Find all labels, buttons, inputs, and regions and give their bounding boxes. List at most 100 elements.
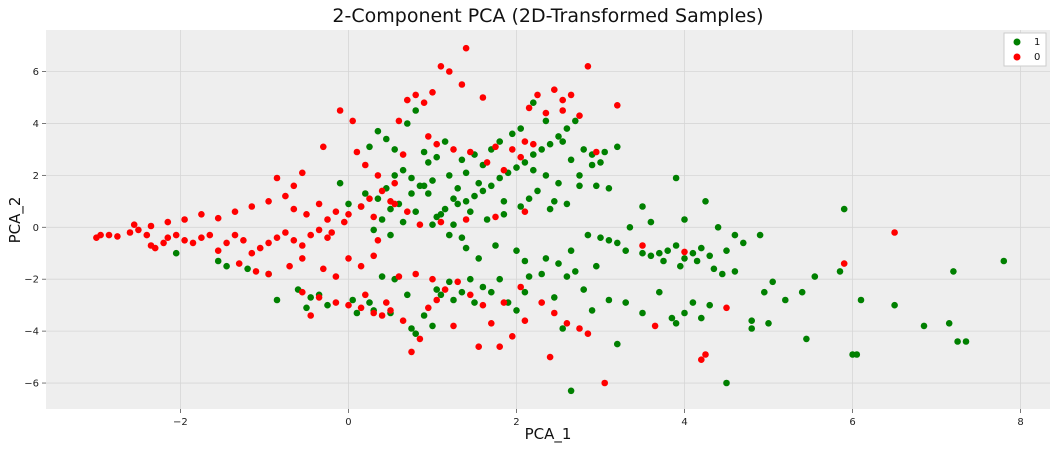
data-point-series-0	[328, 229, 336, 236]
data-point-series-1	[920, 322, 928, 330]
data-point-series-0	[290, 182, 298, 190]
data-point-series-0	[492, 213, 499, 221]
data-point-series-0	[282, 192, 289, 200]
data-point-series-1	[748, 317, 755, 325]
data-point-series-1	[756, 231, 764, 239]
legend-label-series-1: 1	[1034, 37, 1040, 48]
data-point-series-0	[551, 309, 558, 317]
data-point-series-0	[290, 205, 298, 213]
data-point-series-0	[429, 89, 436, 96]
grid-lines	[46, 30, 1050, 409]
data-point-series-0	[198, 211, 205, 218]
data-point-series-0	[479, 94, 487, 101]
data-point-series-1	[605, 296, 613, 304]
data-point-series-1	[677, 262, 684, 270]
data-point-series-0	[467, 148, 474, 156]
data-point-series-1	[622, 299, 629, 306]
data-point-series-0	[462, 216, 470, 223]
data-point-series-1	[706, 252, 713, 260]
data-point-series-1	[530, 166, 537, 174]
data-point-series-1	[366, 299, 373, 306]
data-point-series-1	[723, 379, 730, 387]
data-point-series-1	[660, 257, 667, 265]
data-point-series-0	[614, 102, 621, 109]
data-point-series-1	[496, 275, 504, 283]
data-point-series-1	[324, 301, 331, 309]
data-point-series-0	[521, 208, 529, 215]
data-point-series-1	[530, 99, 537, 106]
data-point-series-0	[256, 244, 264, 252]
data-point-series-0	[521, 138, 529, 145]
legend-box	[1003, 32, 1047, 67]
y-tick-label: −4	[24, 327, 39, 338]
data-point-series-0	[370, 252, 378, 260]
data-point-series-0	[496, 343, 504, 351]
data-point-series-1	[639, 249, 646, 257]
data-point-series-1	[475, 255, 483, 262]
data-point-series-0	[374, 237, 382, 244]
data-point-series-1	[517, 203, 524, 210]
data-point-series-1	[538, 146, 545, 153]
data-point-series-1	[429, 322, 436, 330]
data-point-series-1	[454, 185, 462, 192]
data-point-series-1	[429, 221, 436, 228]
data-point-series-1	[698, 244, 705, 252]
data-point-series-1	[378, 273, 386, 280]
data-point-series-1	[731, 231, 739, 239]
legend-marker-series-0	[1013, 53, 1021, 61]
data-point-series-1	[462, 244, 470, 252]
data-point-series-0	[303, 211, 310, 218]
data-point-series-1	[513, 307, 520, 314]
data-point-series-0	[324, 234, 331, 241]
data-point-series-0	[147, 222, 155, 230]
data-point-series-1	[404, 120, 411, 127]
data-point-series-0	[341, 218, 348, 226]
data-point-series-1	[710, 265, 718, 273]
data-point-series-0	[437, 218, 445, 226]
data-point-series-0	[332, 273, 340, 280]
data-point-series-0	[332, 208, 340, 215]
data-point-series-0	[370, 213, 378, 221]
data-point-series-0	[584, 330, 592, 338]
data-point-series-1	[761, 288, 768, 296]
data-point-series-0	[425, 133, 432, 140]
data-point-series-1	[420, 312, 428, 319]
data-point-series-1	[420, 148, 428, 156]
data-point-series-1	[584, 231, 592, 239]
data-point-series-1	[521, 257, 529, 265]
data-point-series-0	[320, 265, 327, 273]
data-point-series-0	[114, 233, 121, 240]
data-point-series-0	[378, 187, 386, 195]
data-points	[93, 44, 1008, 395]
data-point-series-1	[450, 221, 457, 228]
data-point-series-0	[240, 237, 247, 244]
data-point-series-1	[391, 172, 399, 179]
x-tick-label: 2	[513, 417, 519, 428]
data-point-series-0	[450, 146, 457, 153]
data-point-series-1	[840, 205, 848, 213]
data-point-series-1	[572, 117, 579, 125]
data-point-series-1	[546, 205, 554, 213]
data-point-series-0	[252, 268, 260, 275]
data-point-series-1	[244, 265, 251, 273]
data-point-series-0	[265, 198, 272, 205]
data-point-series-1	[567, 156, 575, 164]
data-point-series-1	[471, 192, 478, 200]
data-point-series-0	[320, 143, 327, 151]
data-point-series-0	[248, 249, 256, 257]
data-point-series-1	[366, 143, 373, 151]
data-point-series-0	[492, 143, 499, 151]
data-point-series-0	[362, 161, 369, 169]
data-point-series-0	[840, 260, 848, 267]
data-point-series-0	[231, 231, 239, 239]
data-point-series-1	[798, 288, 806, 296]
data-point-series-0	[399, 151, 407, 158]
data-point-series-1	[496, 138, 504, 145]
data-point-series-0	[366, 195, 373, 202]
data-point-series-1	[525, 273, 533, 280]
axis-ticks: −2 0 2 4 6 8 −6 −4 −2 0 2 4 6	[24, 67, 1024, 428]
legend: 1 0	[1003, 32, 1047, 67]
data-point-series-0	[206, 231, 214, 239]
data-point-series-0	[315, 294, 323, 301]
data-point-series-1	[458, 288, 466, 296]
